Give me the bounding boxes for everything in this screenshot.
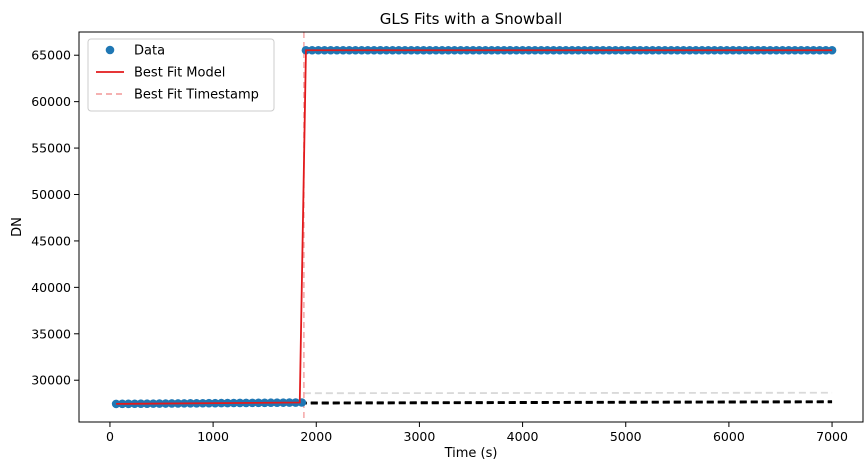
x-tick-label: 3000 [404,429,436,444]
x-tick-label: 1000 [197,429,229,444]
legend-label-1: Best Fit Model [134,66,225,81]
x-tick-label: 5000 [610,429,642,444]
y-tick-label: 65000 [31,48,71,63]
y-tick-label: 50000 [31,187,71,202]
fit-line-2 [299,401,833,405]
y-tick-label: 35000 [31,326,71,341]
x-tick-label: 6000 [713,429,745,444]
y-tick-label: 55000 [31,141,71,156]
x-tick-label: 4000 [507,429,539,444]
y-tick-label: 60000 [31,94,71,109]
y-tick-label: 30000 [31,373,71,388]
legend-box [87,38,275,112]
x-tick-label: 7000 [816,429,848,444]
x-tick-label: 2000 [300,429,332,444]
y-axis-label: DN [10,217,25,237]
legend-label-2: Best Fit Timestamp [134,88,259,103]
y-axis-ticks: 30000 35000 40000 45000 50000 55000 60000 65000 [31,48,79,388]
best-fit-model-line [116,49,833,405]
plot-area [111,32,837,422]
chart-title: GLS Fits with a Snowball [380,10,563,28]
y-tick-label: 40000 [31,280,71,295]
legend-label-0: Data [134,44,165,59]
axes-frame [78,31,864,423]
legend-marker-data [105,45,115,55]
x-axis-label: Time (s) [444,446,498,461]
y-tick-label: 45000 [31,233,71,248]
x-tick-label: 0 [106,429,114,444]
x-axis-ticks: 0 1000 2000 3000 4000 5000 6000 7000 [106,422,848,444]
data-point-0 [111,399,121,409]
legend: Data Best Fit Model Best Fit Timestamp [87,38,275,112]
